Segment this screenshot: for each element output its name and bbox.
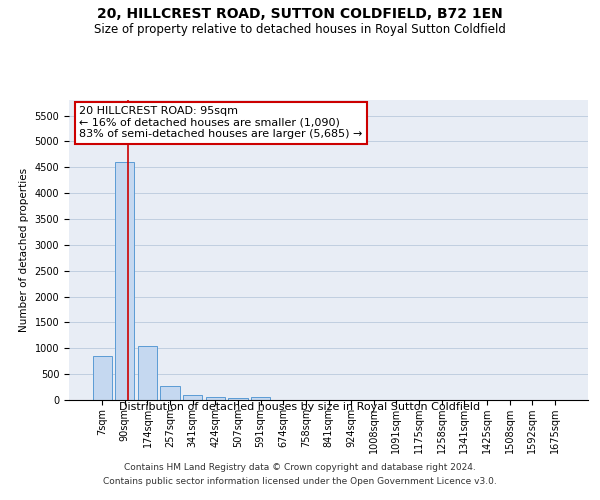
Text: Distribution of detached houses by size in Royal Sutton Coldfield: Distribution of detached houses by size … — [119, 402, 481, 412]
Y-axis label: Number of detached properties: Number of detached properties — [19, 168, 29, 332]
Bar — [92, 356, 112, 400]
Text: Contains HM Land Registry data © Crown copyright and database right 2024.: Contains HM Land Registry data © Crown c… — [124, 462, 476, 471]
Text: 20 HILLCREST ROAD: 95sqm
← 16% of detached houses are smaller (1,090)
83% of sem: 20 HILLCREST ROAD: 95sqm ← 16% of detach… — [79, 106, 363, 139]
Bar — [183, 396, 202, 400]
Text: Size of property relative to detached houses in Royal Sutton Coldfield: Size of property relative to detached ho… — [94, 22, 506, 36]
Bar — [160, 386, 180, 400]
Bar — [115, 162, 134, 400]
Text: 20, HILLCREST ROAD, SUTTON COLDFIELD, B72 1EN: 20, HILLCREST ROAD, SUTTON COLDFIELD, B7… — [97, 8, 503, 22]
Bar — [229, 398, 248, 400]
Text: Contains public sector information licensed under the Open Government Licence v3: Contains public sector information licen… — [103, 478, 497, 486]
Bar — [206, 396, 225, 400]
Bar — [138, 346, 157, 400]
Bar — [251, 397, 270, 400]
